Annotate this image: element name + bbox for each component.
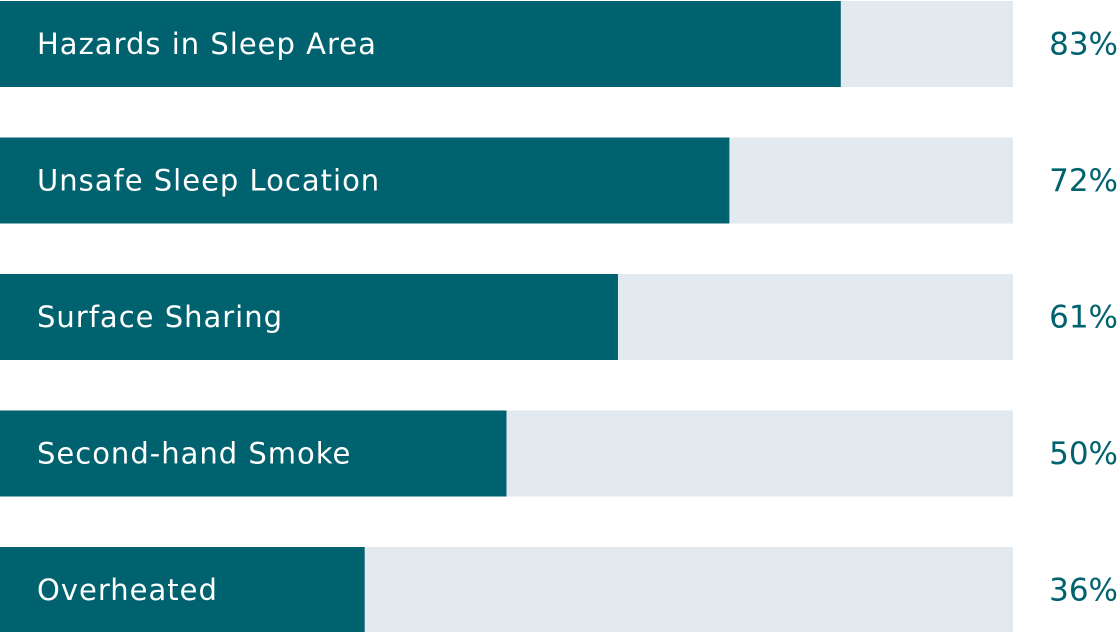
value-label: 50% bbox=[1049, 436, 1118, 472]
bar-label: Surface Sharing bbox=[37, 300, 283, 334]
bar-label: Second-hand Smoke bbox=[37, 437, 351, 471]
value-label: 83% bbox=[1049, 27, 1118, 63]
bar bbox=[0, 547, 365, 632]
bar bbox=[0, 410, 507, 497]
bar bbox=[0, 1, 841, 87]
value-label: 72% bbox=[1049, 163, 1118, 199]
bar bbox=[0, 274, 618, 360]
value-label: 61% bbox=[1049, 300, 1118, 336]
bar-label: Unsafe Sleep Location bbox=[37, 164, 380, 198]
value-label: 36% bbox=[1049, 573, 1118, 609]
bar-label: Overheated bbox=[37, 573, 218, 607]
bar bbox=[0, 137, 730, 224]
bar-label: Hazards in Sleep Area bbox=[37, 27, 377, 61]
